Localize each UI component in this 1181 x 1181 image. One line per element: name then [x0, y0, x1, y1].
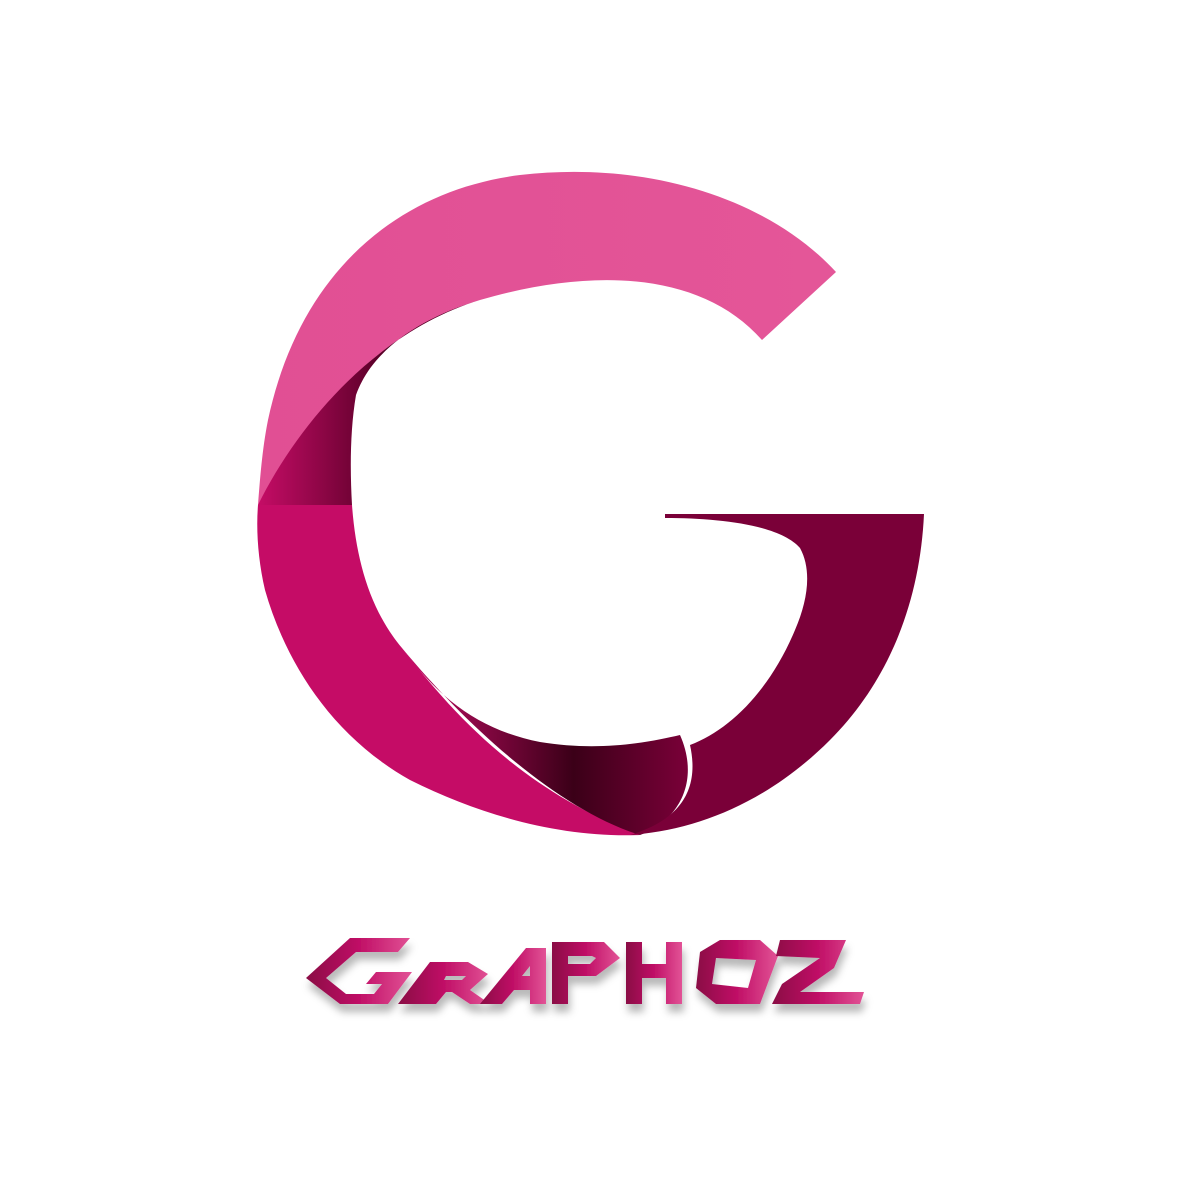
g-left-band	[257, 505, 640, 836]
g-fold-shadow-bottom	[402, 648, 688, 835]
letter-h	[626, 942, 682, 1004]
letter-r	[398, 962, 490, 1004]
letter-p	[552, 942, 620, 1004]
letter-a	[480, 948, 546, 1004]
g-right-band	[630, 514, 924, 835]
letter-z	[772, 940, 864, 1004]
g-upper-band	[258, 171, 836, 505]
letter-g	[306, 938, 412, 1004]
letter-o	[696, 940, 778, 1004]
g-fold-shadow-top	[258, 300, 480, 505]
